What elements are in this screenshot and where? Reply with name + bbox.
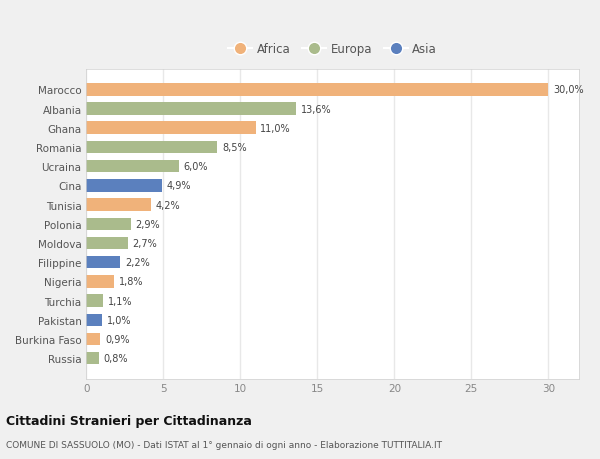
Bar [86,275,114,288]
Bar [86,84,548,96]
Bar [86,103,296,116]
Text: 13,6%: 13,6% [301,104,331,114]
Bar [86,218,131,230]
Text: 30,0%: 30,0% [553,85,584,95]
Bar [86,237,128,250]
Text: 2,2%: 2,2% [125,257,150,268]
Bar [86,141,217,154]
Bar [86,257,121,269]
Text: 0,9%: 0,9% [105,334,130,344]
Text: 6,0%: 6,0% [184,162,208,172]
Legend: Africa, Europa, Asia: Africa, Europa, Asia [224,39,442,61]
Text: 4,9%: 4,9% [167,181,191,191]
Bar [86,161,179,173]
Bar [86,199,151,211]
Text: 2,7%: 2,7% [133,239,157,248]
Bar [86,314,102,326]
Bar [86,122,256,134]
Bar [86,352,99,364]
Text: Cittadini Stranieri per Cittadinanza: Cittadini Stranieri per Cittadinanza [6,414,252,428]
Text: 1,0%: 1,0% [106,315,131,325]
Text: 1,8%: 1,8% [119,277,143,287]
Bar [86,180,162,192]
Text: 1,1%: 1,1% [108,296,133,306]
Text: 8,5%: 8,5% [222,143,247,152]
Bar [86,295,103,307]
Text: 11,0%: 11,0% [260,123,291,134]
Text: COMUNE DI SASSUOLO (MO) - Dati ISTAT al 1° gennaio di ogni anno - Elaborazione T: COMUNE DI SASSUOLO (MO) - Dati ISTAT al … [6,441,442,449]
Bar [86,333,100,346]
Text: 0,8%: 0,8% [103,353,128,364]
Text: 4,2%: 4,2% [156,200,181,210]
Text: 2,9%: 2,9% [136,219,160,230]
